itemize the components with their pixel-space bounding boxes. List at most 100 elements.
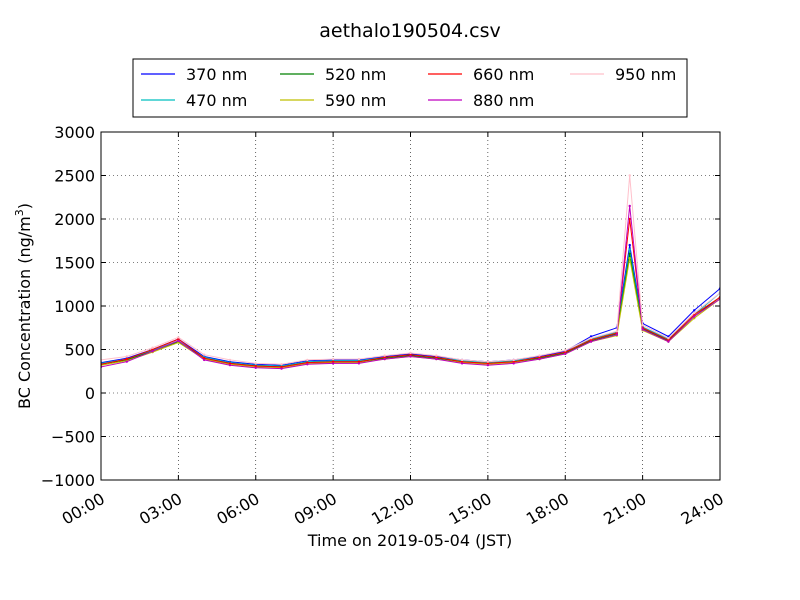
- data-point: [693, 311, 696, 315]
- data-point: [306, 358, 309, 362]
- data-point: [383, 354, 386, 357]
- data-point: [693, 309, 696, 312]
- y-tick-label: 1500: [54, 254, 95, 273]
- data-point: [460, 362, 464, 365]
- data-point: [357, 362, 361, 365]
- ticks: 00:00 03:00 06:00 09:00 12:00 15:00 18:00 21:00…: [41, 123, 727, 529]
- x-tick-label: 24:00: [678, 489, 727, 529]
- x-tick-label: 06:00: [213, 489, 262, 529]
- x-tick-label: 18:00: [523, 489, 572, 529]
- y-axis-label-main: BC Concentration (ng/m: [15, 216, 34, 409]
- data-point: [383, 356, 386, 359]
- data-point: [254, 362, 257, 365]
- y-tick-label: 2000: [54, 210, 95, 229]
- data-point: [331, 360, 335, 363]
- y-tick-label: 0: [85, 384, 95, 403]
- x-tick-label: 21:00: [600, 489, 649, 529]
- data-point: [409, 351, 412, 355]
- data-point: [435, 356, 438, 359]
- data-point: [202, 353, 206, 356]
- legend-label: 590 nm: [325, 91, 386, 110]
- data-point: [486, 363, 490, 367]
- data-point: [383, 357, 386, 361]
- data-point: [202, 358, 206, 362]
- grid: [101, 132, 720, 480]
- data-point: [538, 356, 541, 359]
- data-point: [228, 362, 232, 365]
- x-tick-label: 03:00: [136, 489, 185, 529]
- data-point: [628, 252, 631, 255]
- series-line: [101, 175, 720, 365]
- data-point: [125, 355, 128, 358]
- data-point: [667, 336, 670, 340]
- data-point: [202, 357, 206, 360]
- data-point: [512, 358, 515, 362]
- x-tick-label: 00:00: [59, 489, 108, 529]
- x-tick-label: 09:00: [291, 489, 340, 529]
- data-point: [564, 352, 567, 356]
- data-point: [628, 248, 631, 251]
- data-point: [628, 204, 631, 208]
- legend: 370 nm 470 nm 520 nm 590 nm 660 nm 880 nm 950 …: [132, 58, 688, 118]
- data-point: [564, 350, 567, 354]
- legend-label: 470 nm: [186, 91, 247, 110]
- data-point: [409, 355, 412, 358]
- data-point: [151, 346, 154, 349]
- data-point: [693, 315, 696, 318]
- data-point: [125, 360, 128, 363]
- x-tick-label: 15:00: [445, 489, 494, 529]
- data-point: [460, 358, 464, 362]
- data-point: [177, 339, 180, 342]
- data-point: [357, 357, 361, 361]
- series-group: [101, 174, 720, 370]
- series-line: [101, 245, 720, 366]
- data-point: [331, 357, 335, 361]
- data-point: [512, 362, 515, 365]
- y-axis-label: BC Concentration (ng/m3): [13, 203, 34, 409]
- data-point: [409, 353, 412, 356]
- data-point: [538, 357, 541, 361]
- data-point: [628, 217, 631, 221]
- data-point: [538, 354, 541, 357]
- data-point: [667, 340, 670, 343]
- legend-label: 520 nm: [325, 65, 386, 84]
- data-point: [486, 362, 490, 365]
- data-point: [615, 330, 619, 333]
- data-point: [628, 243, 631, 247]
- series-line: [101, 218, 720, 368]
- legend-label: 370 nm: [186, 65, 247, 84]
- y-tick-label: 1000: [54, 297, 95, 316]
- data-point: [628, 256, 631, 260]
- data-point: [280, 367, 283, 370]
- data-point: [125, 357, 128, 361]
- data-point: [641, 323, 644, 327]
- data-point: [177, 341, 180, 344]
- data-point: [357, 360, 361, 363]
- legend-label: 950 nm: [615, 65, 676, 84]
- data-point: [435, 354, 438, 357]
- data-point: [177, 336, 180, 339]
- data-point: [228, 363, 232, 367]
- y-tick-label: 2500: [54, 167, 95, 186]
- data-point: [306, 363, 309, 366]
- data-point: [306, 361, 309, 364]
- y-tick-label: −1000: [41, 471, 95, 490]
- data-point: [589, 336, 593, 340]
- chart-title: aethalo190504.csv: [319, 20, 501, 42]
- legend-box: [132, 58, 688, 118]
- legend-label: 880 nm: [473, 91, 534, 110]
- y-tick-label: 500: [64, 341, 95, 360]
- data-point: [280, 363, 283, 366]
- data-point: [628, 174, 631, 177]
- data-point: [280, 365, 283, 369]
- data-point: [331, 362, 335, 365]
- data-point: [615, 333, 619, 336]
- data-point: [641, 328, 644, 331]
- data-point: [151, 350, 154, 353]
- data-point: [564, 349, 567, 352]
- x-tick-label: 12:00: [368, 489, 417, 529]
- data-point: [254, 366, 257, 369]
- legend-label: 660 nm: [473, 65, 534, 84]
- data-point: [589, 340, 593, 343]
